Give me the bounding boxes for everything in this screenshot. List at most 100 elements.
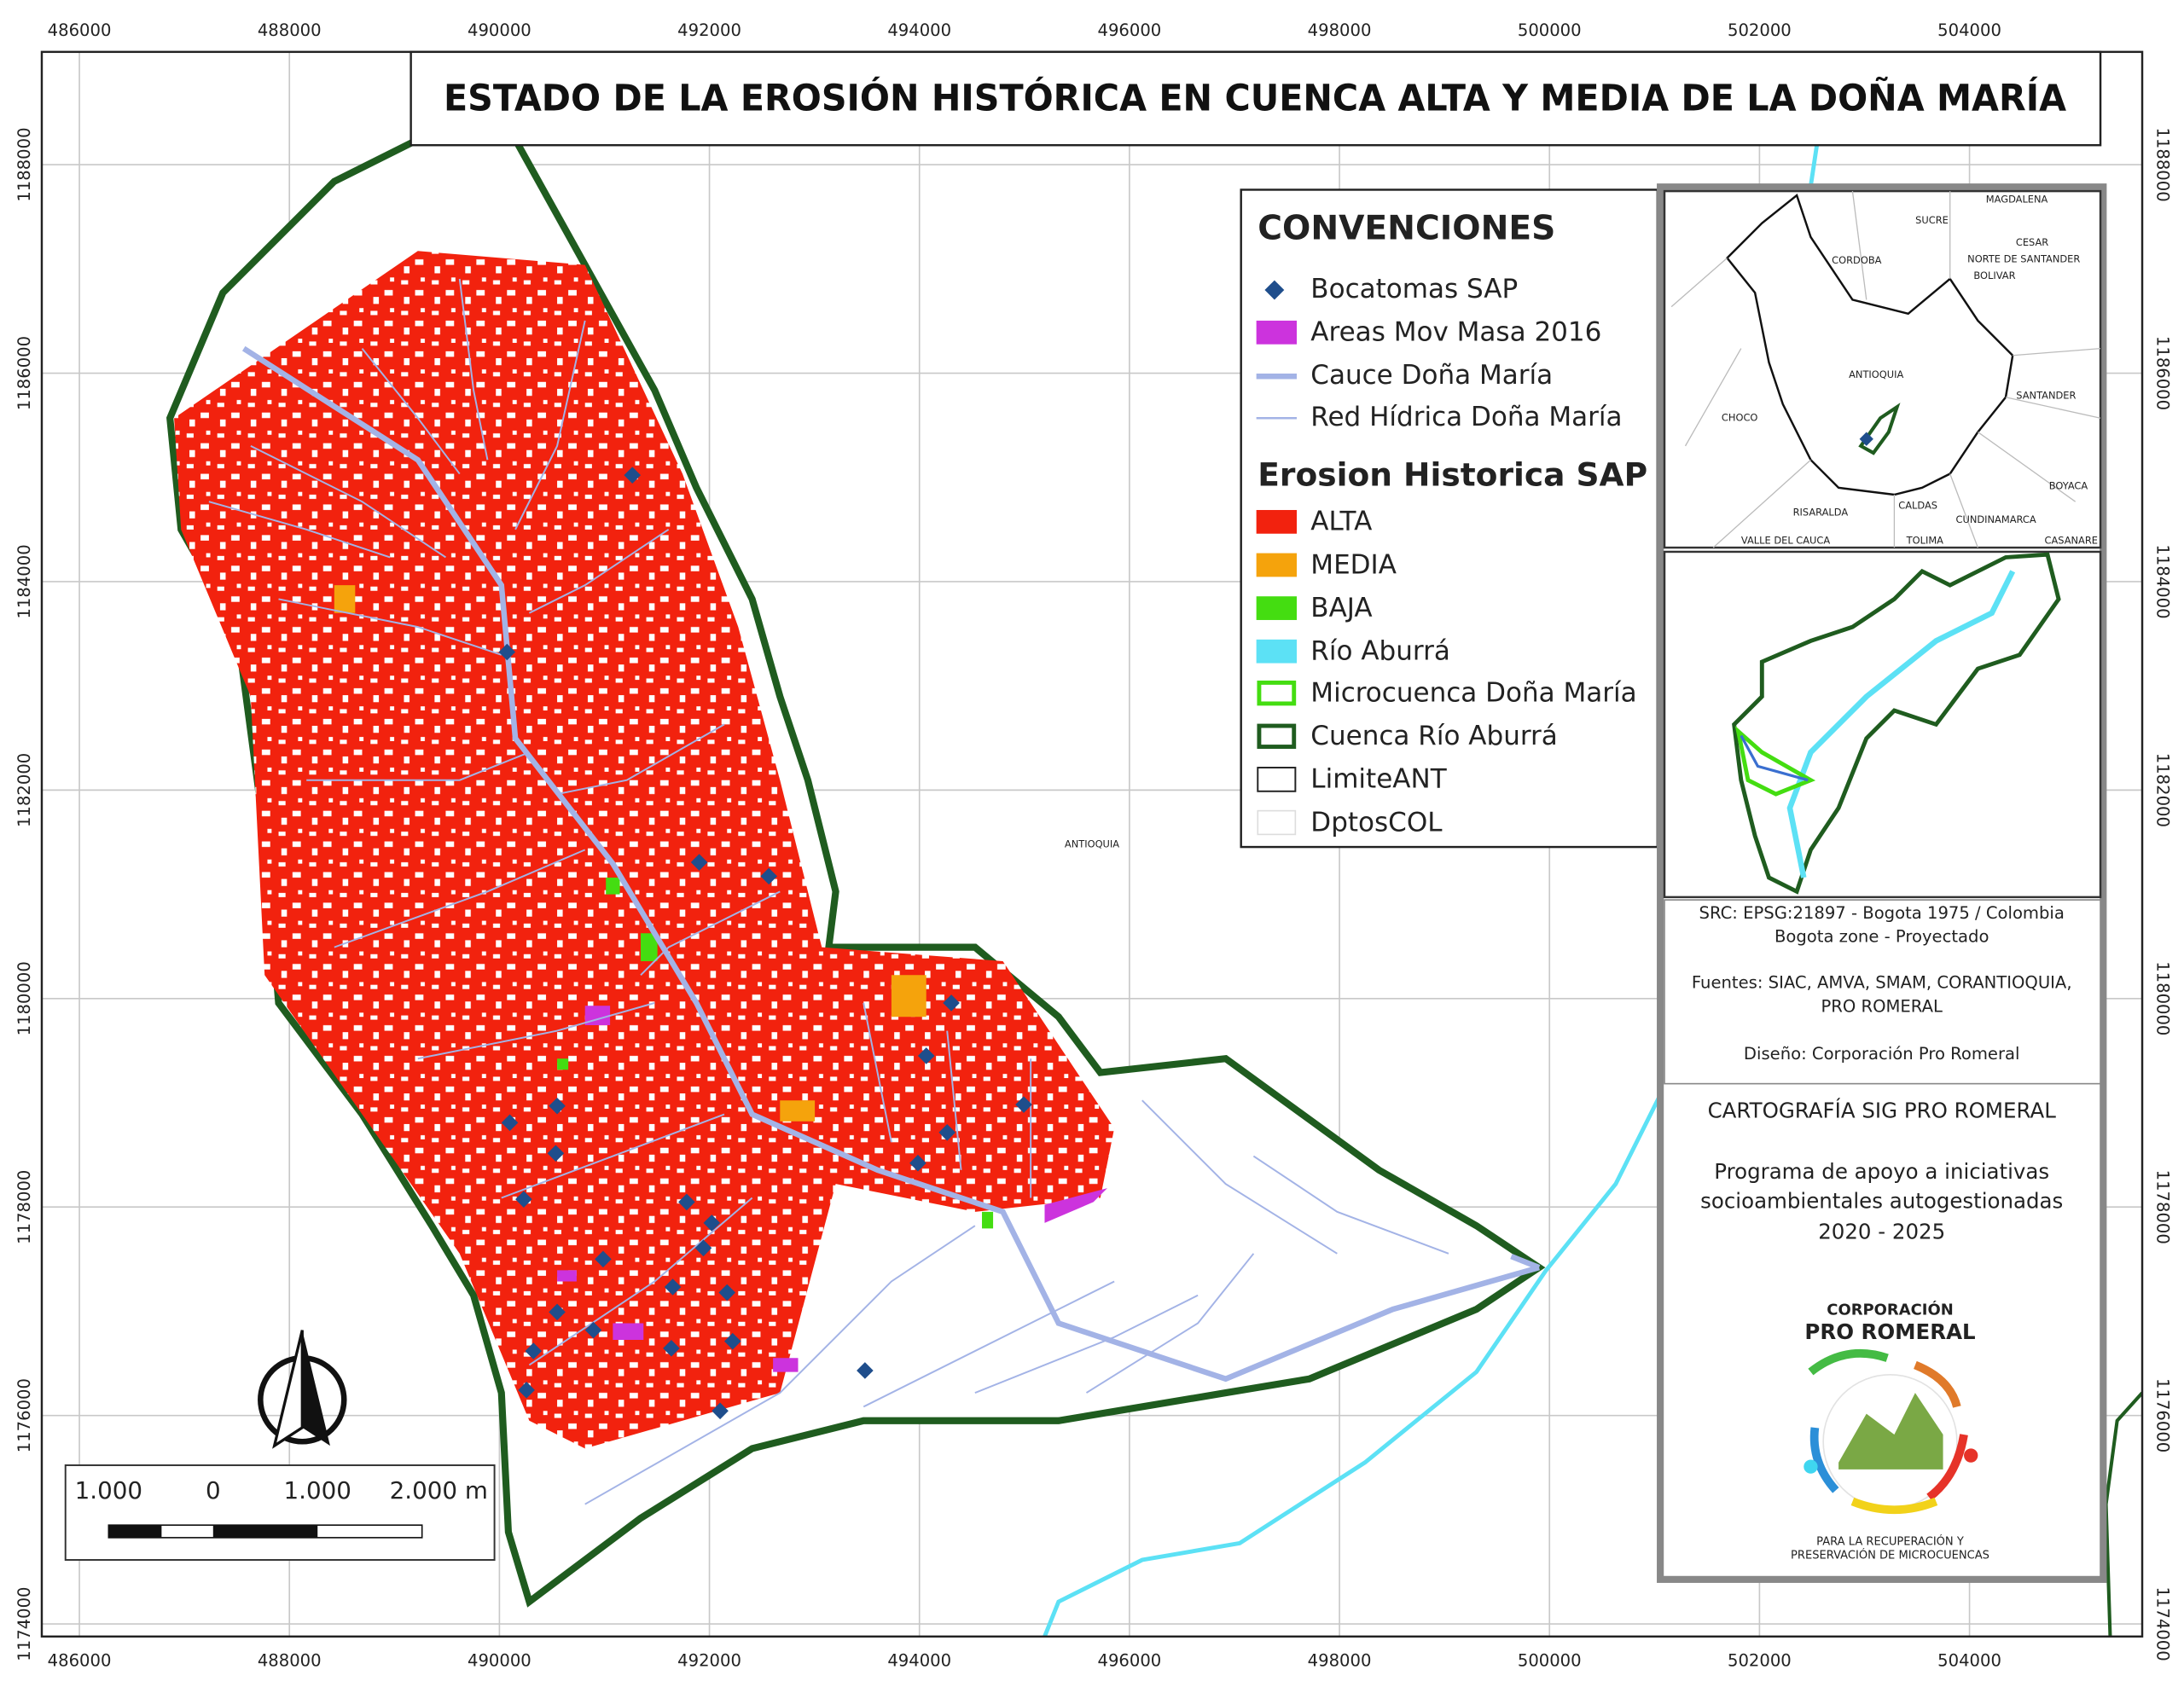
x-coord-label: 494000 — [887, 1651, 951, 1671]
legend-symbol — [1257, 680, 1297, 706]
inset-label: CUNDINAMARCA — [1956, 513, 2036, 525]
inset-label: RISARALDA — [1793, 507, 1849, 519]
inset-label: TOLIMA — [1906, 534, 1944, 546]
y-coord-label: 1180000 — [15, 961, 34, 1035]
legend-symbol — [1256, 509, 1297, 534]
credits-text: 2020 - 2025 — [1818, 1219, 1945, 1244]
y-coord-label: 1174000 — [2152, 1587, 2172, 1661]
legend-symbol — [1256, 639, 1297, 664]
scale-label: 1.000 — [284, 1476, 351, 1504]
x-coord-label: 488000 — [258, 1651, 322, 1671]
x-coord-label: 494000 — [887, 20, 951, 40]
x-coord-label: 500000 — [1518, 1651, 1582, 1671]
info-text: Diseño: Corporación Pro Romeral — [1744, 1044, 2020, 1064]
legend-symbol — [1257, 723, 1297, 749]
y-coord-label: 1182000 — [2152, 753, 2172, 827]
logo-arc — [1809, 1427, 1839, 1493]
info-text: PRO ROMERAL — [1821, 996, 1943, 1016]
y-coord-label: 1188000 — [2152, 127, 2172, 201]
scale-label: 0 — [206, 1476, 221, 1504]
cuenca-aburra — [2104, 1391, 2143, 1637]
inset-label: SUCRE — [1915, 214, 1949, 226]
info-text: Bogota zone - Proyectado — [1774, 927, 1989, 947]
x-coord-label: 490000 — [468, 20, 531, 40]
y-coord-label: 1178000 — [15, 1170, 34, 1244]
credits-title: CARTOGRAFÍA SIG PRO ROMERAL — [1708, 1098, 2057, 1122]
cauce-end — [1510, 1254, 1541, 1271]
legend-symbol — [1257, 767, 1297, 792]
north-arrow — [258, 1330, 347, 1449]
map-label: ANTIOQUIA — [1065, 838, 1119, 849]
credits-text: Programa de apoyo a iniciativas — [1714, 1159, 2049, 1184]
logo-arc — [1808, 1348, 1889, 1376]
legend-subtitle: Erosion Historica SAP — [1258, 455, 1647, 493]
y-coord-label: 1184000 — [15, 544, 34, 618]
legend-symbol — [1257, 809, 1297, 836]
x-coord-label: 498000 — [1308, 1651, 1372, 1671]
inset-cauce — [1740, 734, 1809, 782]
legend-symbol — [1256, 320, 1297, 345]
legend-item: Cuenca Río Aburrá — [1310, 721, 1558, 751]
logo-text: PARA LA RECUPERACIÓN Y — [1816, 1534, 1964, 1548]
info-text: SRC: EPSG:21897 - Bogota 1975 / Colombia — [1699, 903, 2065, 923]
inset-label: CHOCO — [1722, 412, 1757, 424]
y-coord-label: 1186000 — [15, 336, 34, 410]
inset-label: CORDOBA — [1832, 254, 1881, 266]
x-coord-label: 492000 — [677, 1651, 741, 1671]
legend-item: LimiteANT — [1310, 764, 1447, 795]
y-coord-label: 1174000 — [15, 1587, 34, 1661]
logo-arc — [1850, 1497, 1938, 1515]
logo-text: CORPORACIÓN — [1827, 1301, 1953, 1319]
inset-label: NORTE DE SANTANDER — [1967, 253, 2080, 265]
red-hidrica — [208, 278, 1449, 1505]
logo — [1804, 1348, 1978, 1515]
legend-symbol — [1264, 280, 1285, 300]
limite-ant — [1725, 193, 2014, 496]
x-coord-label: 492000 — [677, 20, 741, 40]
legend-item: Bocatomas SAP — [1310, 274, 1518, 304]
side-panel: MAGDALENA SUCRE CESAR CORDOBA NORTE DE S… — [1657, 183, 2107, 1583]
legend-item: BAJA — [1310, 593, 1372, 623]
erosion-alta — [174, 251, 1115, 1449]
inset-label: BOYACA — [2049, 480, 2088, 492]
legend-title: CONVENCIONES — [1258, 209, 1555, 247]
cauce — [241, 345, 1540, 1383]
credits-text: socioambientales autogestionadas — [1700, 1188, 2063, 1213]
x-coord-label: 488000 — [258, 20, 322, 40]
x-coord-label: 504000 — [1937, 20, 2001, 40]
scale-segment — [212, 1525, 318, 1538]
info-text: Fuentes: SIAC, AMVA, SMAM, CORANTIOQUIA, — [1692, 973, 2072, 993]
logo-text: PRO ROMERAL — [1804, 1319, 1975, 1344]
legend: CONVENCIONES Bocatomas SAP Areas Mov Mas… — [1240, 188, 1659, 849]
legend-item: Red Hídrica Doña María — [1310, 402, 1622, 432]
legend-item: Microcuenca Doña María — [1310, 677, 1636, 708]
legend-item: DptosCOL — [1310, 807, 1443, 838]
x-coord-label: 496000 — [1098, 20, 1162, 40]
inset-microcuenca — [1734, 725, 1816, 797]
y-coord-label: 1176000 — [15, 1378, 34, 1452]
scale-label: 2.000 m — [390, 1476, 488, 1504]
logo-dot — [1804, 1459, 1818, 1474]
y-coord-label: 1180000 — [2152, 961, 2172, 1035]
inset-label: VALLE DEL CAUCA — [1741, 534, 1830, 546]
map-features — [166, 51, 2143, 1637]
inset-label: BOLIVAR — [1973, 270, 2015, 281]
y-coord-label: 1178000 — [2152, 1170, 2172, 1244]
inset-labels: MAGDALENA SUCRE CESAR CORDOBA NORTE DE S… — [1722, 193, 2098, 546]
legend-box — [1240, 188, 1659, 849]
legend-item: Areas Mov Masa 2016 — [1310, 317, 1601, 348]
y-coord-label: 1182000 — [15, 753, 34, 827]
y-coord-label: 1188000 — [15, 127, 34, 201]
logo-arc — [1926, 1434, 1968, 1501]
inset-aburra-river — [1786, 570, 2016, 878]
inset-label: MAGDALENA — [1986, 193, 2048, 205]
x-coord-label: 486000 — [48, 1651, 112, 1671]
logo-mountain — [1838, 1393, 1943, 1470]
inset-label: CESAR — [2016, 236, 2048, 248]
logo-dot — [1964, 1448, 1978, 1463]
legend-item: MEDIA — [1310, 549, 1397, 580]
x-coord-label: 504000 — [1937, 1651, 2001, 1671]
x-coord-label: 502000 — [1728, 20, 1792, 40]
